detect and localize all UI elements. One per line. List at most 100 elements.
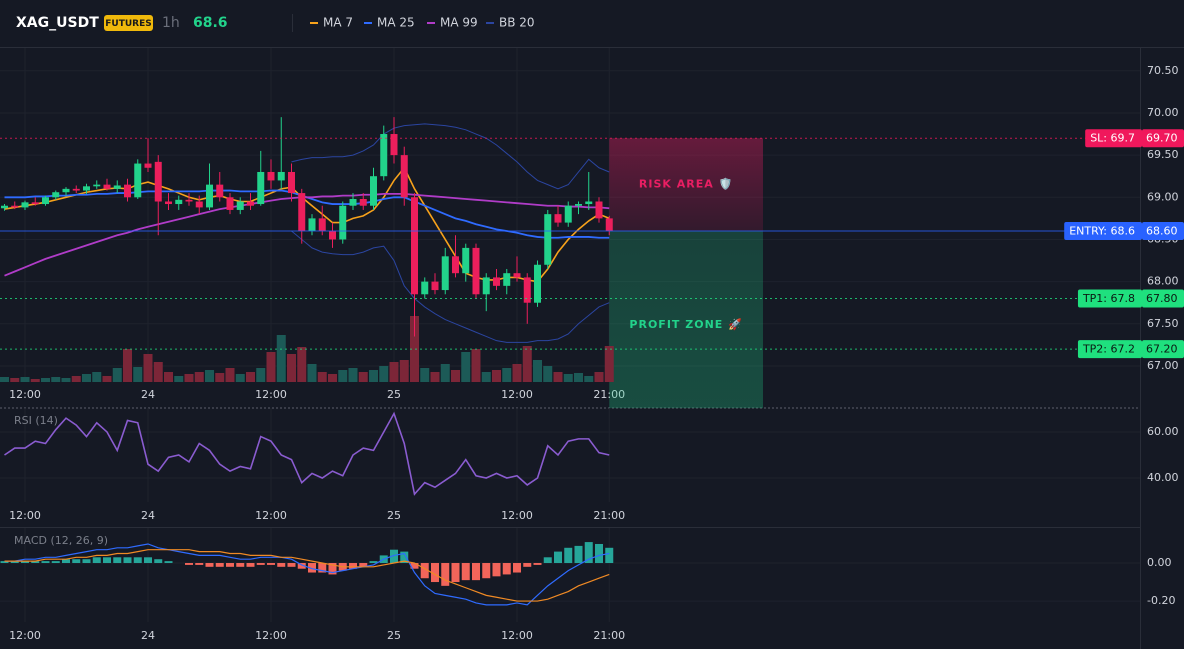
y-tick-label: 67.00	[1147, 359, 1179, 372]
volume-bar	[522, 346, 532, 382]
candle-body	[21, 202, 29, 208]
volume-bar	[594, 372, 604, 382]
candle-body	[472, 247, 480, 295]
volume-bar	[153, 362, 163, 382]
y-tick-label: 69.00	[1147, 190, 1179, 203]
candle-body	[462, 247, 470, 274]
volume-bar	[82, 374, 91, 382]
candle-body	[370, 176, 377, 206]
volume-bar	[256, 368, 266, 382]
pane-title: RSI (14)	[14, 414, 58, 427]
candle-body	[83, 186, 90, 191]
volume-bar	[502, 368, 512, 382]
histogram-bar	[513, 563, 521, 573]
zone-label: PROFIT ZONE 🚀	[629, 318, 742, 331]
volume-bar	[205, 370, 214, 382]
x-tick-label: 12:00	[501, 509, 533, 522]
volume-bar	[584, 376, 594, 382]
volume-bar	[553, 372, 563, 382]
candle-body	[595, 201, 603, 219]
candle-body	[267, 171, 275, 181]
last-price: 68.6	[193, 15, 228, 31]
candle-body	[318, 218, 326, 232]
candle-body	[247, 201, 254, 206]
histogram-bar	[62, 559, 70, 564]
histogram-bar	[400, 551, 409, 564]
volume-bar	[246, 372, 255, 382]
zone	[609, 138, 763, 232]
macd-line	[4, 549, 610, 602]
volume-bar	[420, 368, 430, 382]
candle-body	[154, 161, 162, 202]
y-tick-label: 67.50	[1147, 317, 1179, 330]
candle-body	[11, 205, 19, 208]
histogram-bar	[0, 561, 9, 564]
histogram-bar	[205, 563, 214, 567]
histogram-bar	[574, 545, 583, 564]
candle-body	[257, 171, 265, 205]
candle-body	[554, 214, 562, 223]
volume-bar	[379, 366, 389, 382]
x-tick-label: 24	[141, 388, 155, 401]
histogram-bar	[431, 563, 439, 583]
price-tag-bg	[1142, 222, 1184, 241]
histogram-bar	[410, 563, 419, 569]
candle-body	[288, 171, 295, 194]
candle-body	[52, 192, 60, 198]
volume-bar	[461, 352, 471, 382]
histogram-bar	[533, 563, 542, 565]
volume-bar	[358, 372, 368, 382]
candle-body	[400, 155, 408, 198]
candle-body	[513, 273, 521, 278]
x-tick-label: 12:00	[9, 388, 41, 401]
bb-lower	[291, 230, 610, 343]
volume-bar	[481, 372, 491, 382]
candle-body	[103, 184, 111, 189]
candle-body	[298, 193, 306, 232]
histogram-bar	[144, 557, 152, 564]
candle-body	[62, 188, 70, 193]
volume-bar	[61, 378, 71, 382]
y-tick-label: 0.00	[1147, 556, 1172, 569]
volume-bar	[317, 372, 327, 382]
candle-body	[523, 277, 531, 303]
macd-line	[4, 543, 610, 606]
price-tag: 68.60	[1146, 225, 1178, 238]
volume-bar	[164, 372, 173, 382]
candle-body	[185, 199, 193, 202]
x-tick-label: 25	[387, 629, 401, 642]
rsi-line	[4, 411, 610, 496]
volume-bar	[30, 379, 40, 382]
x-tick-label: 12:00	[9, 629, 41, 642]
histogram-bar	[51, 561, 60, 564]
zone-label: RISK AREA 🛡️	[639, 178, 733, 191]
candle-body	[380, 134, 388, 177]
volume-bar	[338, 370, 348, 382]
candle-body	[452, 256, 459, 274]
candle-body	[1, 205, 8, 209]
x-tick-label: 21:00	[593, 629, 625, 642]
interval: 1h	[162, 15, 180, 31]
histogram-bar	[543, 557, 552, 564]
candle-body	[482, 277, 490, 295]
histogram-bar	[72, 559, 81, 564]
candle-body	[339, 205, 347, 240]
volume-bar	[389, 362, 399, 382]
histogram-bar	[605, 547, 614, 564]
volume-bar	[123, 349, 132, 382]
histogram-bar	[267, 563, 275, 565]
histogram-bar	[441, 563, 450, 586]
ma-line	[4, 193, 610, 277]
candle-body	[421, 281, 429, 295]
histogram-bar	[287, 563, 296, 567]
histogram-bar	[523, 563, 532, 567]
price-tag-bg	[1142, 340, 1184, 359]
x-tick-label: 21:00	[593, 509, 625, 522]
candle-body	[144, 163, 152, 168]
candle-body	[277, 171, 285, 181]
histogram-bar	[297, 563, 306, 569]
candle-body	[195, 201, 203, 208]
level-tag: SL: 69.7	[1090, 132, 1135, 145]
candle-body	[113, 185, 121, 189]
